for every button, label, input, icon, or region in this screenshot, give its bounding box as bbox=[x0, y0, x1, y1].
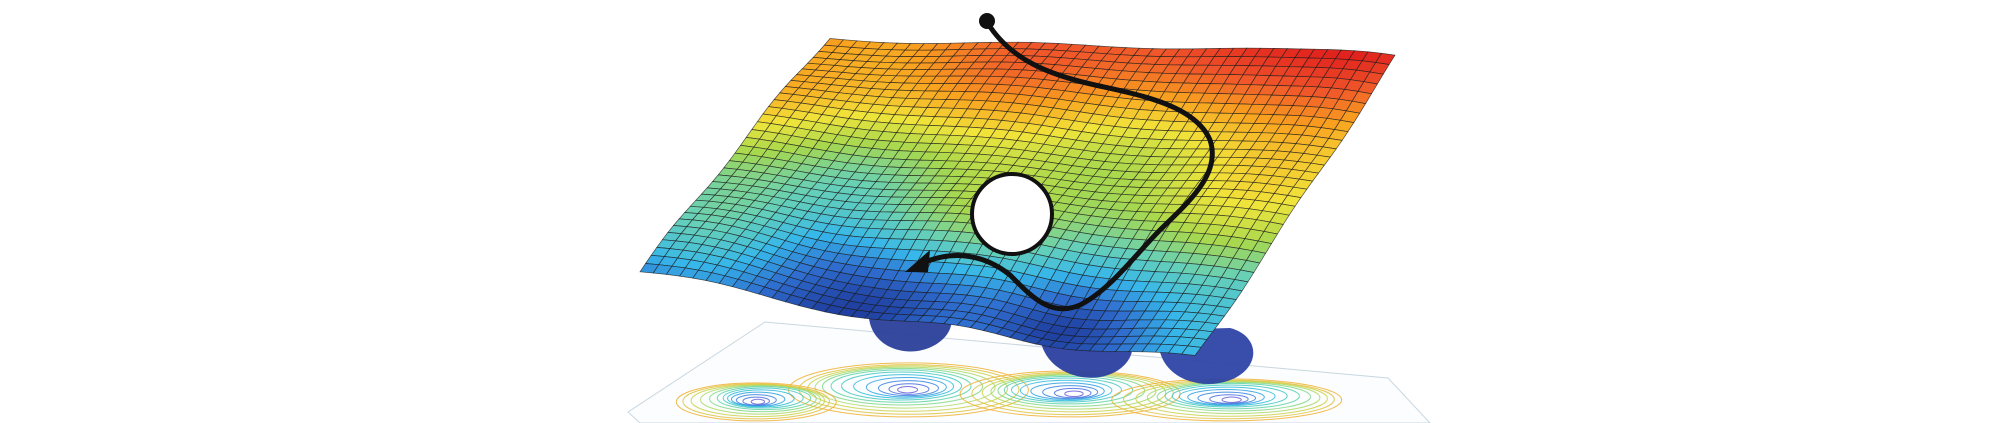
contour-ring bbox=[1003, 375, 1134, 405]
contour-ring bbox=[1178, 386, 1276, 407]
contour-ring bbox=[877, 380, 939, 397]
contour-ring bbox=[841, 371, 963, 401]
contour-ring bbox=[1221, 396, 1242, 403]
contour-plane bbox=[627, 321, 1431, 423]
contour-ring bbox=[1064, 390, 1084, 398]
system-state-marker bbox=[970, 172, 1054, 256]
contour-ring bbox=[821, 367, 983, 406]
contour-ring bbox=[897, 386, 919, 394]
contour-ring bbox=[865, 376, 947, 398]
contour-ring bbox=[888, 383, 930, 395]
reaction-path bbox=[905, 13, 1215, 312]
contour-ring bbox=[742, 396, 770, 406]
contour-ring bbox=[1164, 382, 1300, 410]
contour-ring bbox=[735, 394, 777, 407]
contour-ring bbox=[1019, 379, 1113, 402]
contour-ring bbox=[690, 384, 826, 418]
contour-ring bbox=[1042, 385, 1099, 400]
contour-ring bbox=[750, 398, 766, 405]
contour-ring bbox=[1197, 391, 1257, 405]
surface-mesh-cell bbox=[1181, 345, 1202, 356]
contour-ring bbox=[1135, 380, 1328, 417]
contour-ring bbox=[1053, 387, 1092, 399]
contour-ring bbox=[1209, 394, 1249, 404]
reaction-path-curve bbox=[922, 19, 1215, 312]
contour-ring bbox=[1030, 382, 1105, 400]
contour-ring bbox=[1156, 381, 1312, 412]
path-start-dot bbox=[979, 13, 995, 29]
contour-ring bbox=[853, 374, 955, 399]
contour-ring bbox=[709, 385, 817, 413]
contour-ring bbox=[1010, 377, 1122, 403]
contour-ring bbox=[727, 389, 795, 408]
contour-ring bbox=[682, 383, 830, 420]
contour-ring bbox=[1187, 388, 1265, 406]
contour-ring bbox=[722, 387, 804, 409]
contour-ring bbox=[814, 366, 996, 409]
path-arrowhead bbox=[905, 250, 930, 272]
contour-ring bbox=[1171, 384, 1288, 408]
contour-ring bbox=[730, 391, 786, 407]
contour-ring bbox=[1146, 381, 1321, 415]
contour-lines bbox=[675, 362, 1343, 422]
contour-ring bbox=[675, 382, 837, 422]
contour-ring bbox=[716, 386, 812, 411]
contour-ring bbox=[830, 369, 972, 403]
